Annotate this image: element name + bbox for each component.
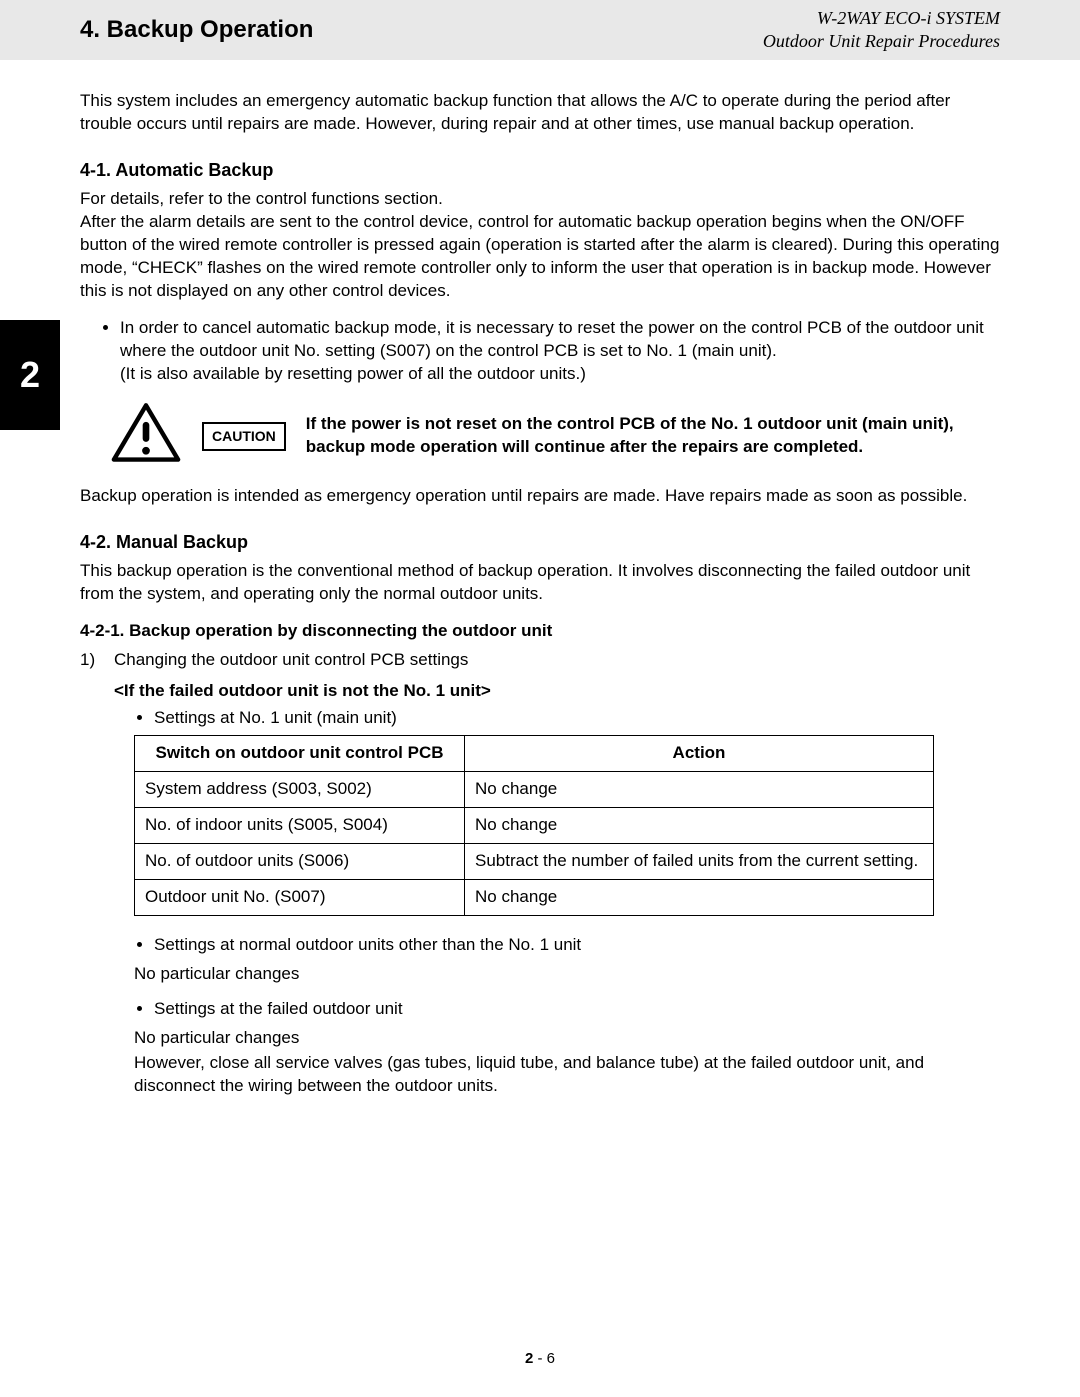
page-header: 4. Backup Operation W-2WAY ECO-i SYSTEM … — [0, 0, 1080, 60]
cell-action: No change — [465, 880, 934, 916]
heading-4-1: 4-1. Automatic Backup — [80, 158, 1000, 182]
system-line: W-2WAY ECO-i SYSTEM — [763, 7, 1000, 30]
p-4-1-2: After the alarm details are sent to the … — [80, 211, 1000, 303]
settings-failed-text: No particular changes — [134, 1027, 1000, 1050]
table-header-action: Action — [465, 736, 934, 772]
page-footer: 2 - 6 — [0, 1350, 1080, 1367]
caution-label-wrap: CAUTION — [202, 422, 286, 451]
footer-page: 6 — [547, 1350, 555, 1367]
section-line: Outdoor Unit Repair Procedures — [763, 30, 1000, 53]
bullet-cancel-note: (It is also available by resetting power… — [120, 364, 586, 383]
main-content: This system includes an emergency automa… — [0, 60, 1080, 1098]
bullets-4-1: In order to cancel automatic backup mode… — [80, 317, 1000, 386]
cell-action: No change — [465, 808, 934, 844]
page-title: 4. Backup Operation — [80, 16, 313, 44]
intro-paragraph: This system includes an emergency automa… — [80, 90, 1000, 136]
table-row: No. of outdoor units (S006) Subtract the… — [135, 844, 934, 880]
chapter-tab: 2 — [0, 320, 60, 430]
settings-failed-bullet-list: Settings at the failed outdoor unit — [80, 998, 1000, 1021]
p-4-1-3: Backup operation is intended as emergenc… — [80, 485, 1000, 508]
settings-main-bullet: Settings at No. 1 unit (main unit) — [154, 707, 1000, 730]
cell-switch: No. of indoor units (S005, S004) — [135, 808, 465, 844]
p-4-2-1: This backup operation is the conventiona… — [80, 560, 1000, 606]
heading-4-2-1: 4-2-1. Backup operation by disconnecting… — [80, 620, 1000, 643]
warning-icon — [110, 402, 182, 471]
settings-normal-text: No particular changes — [134, 963, 1000, 986]
pcb-settings-table: Switch on outdoor unit control PCB Actio… — [134, 735, 934, 916]
step-1-text: Changing the outdoor unit control PCB se… — [114, 649, 468, 672]
cell-switch: No. of outdoor units (S006) — [135, 844, 465, 880]
cell-action: No change — [465, 772, 934, 808]
table-row: Outdoor unit No. (S007) No change — [135, 880, 934, 916]
condition-heading: <If the failed outdoor unit is not the N… — [114, 680, 1000, 703]
table-row: System address (S003, S002) No change — [135, 772, 934, 808]
bullet-cancel-backup: In order to cancel automatic backup mode… — [120, 317, 1000, 386]
settings-normal-bullet: Settings at normal outdoor units other t… — [154, 934, 1000, 957]
settings-normal-bullet-list: Settings at normal outdoor units other t… — [80, 934, 1000, 957]
caution-block: CAUTION If the power is not reset on the… — [110, 402, 1000, 471]
table-header-switch: Switch on outdoor unit control PCB — [135, 736, 465, 772]
settings-failed-bullet: Settings at the failed outdoor unit — [154, 998, 1000, 1021]
footer-sep: - — [533, 1350, 546, 1367]
caution-label: CAUTION — [202, 422, 286, 451]
header-right: W-2WAY ECO-i SYSTEM Outdoor Unit Repair … — [763, 7, 1000, 54]
settings-main-bullet-list: Settings at No. 1 unit (main unit) — [80, 707, 1000, 730]
cell-switch: Outdoor unit No. (S007) — [135, 880, 465, 916]
step-1: 1) Changing the outdoor unit control PCB… — [80, 649, 1000, 672]
cell-action: Subtract the number of failed units from… — [465, 844, 934, 880]
step-1-num: 1) — [80, 649, 104, 672]
caution-text: If the power is not reset on the control… — [306, 413, 1000, 459]
cell-switch: System address (S003, S002) — [135, 772, 465, 808]
table-row: No. of indoor units (S005, S004) No chan… — [135, 808, 934, 844]
settings-failed-text2: However, close all service valves (gas t… — [134, 1052, 1000, 1098]
bullet-cancel-text: In order to cancel automatic backup mode… — [120, 318, 984, 360]
heading-4-2: 4-2. Manual Backup — [80, 530, 1000, 554]
p-4-1-1: For details, refer to the control functi… — [80, 188, 1000, 211]
